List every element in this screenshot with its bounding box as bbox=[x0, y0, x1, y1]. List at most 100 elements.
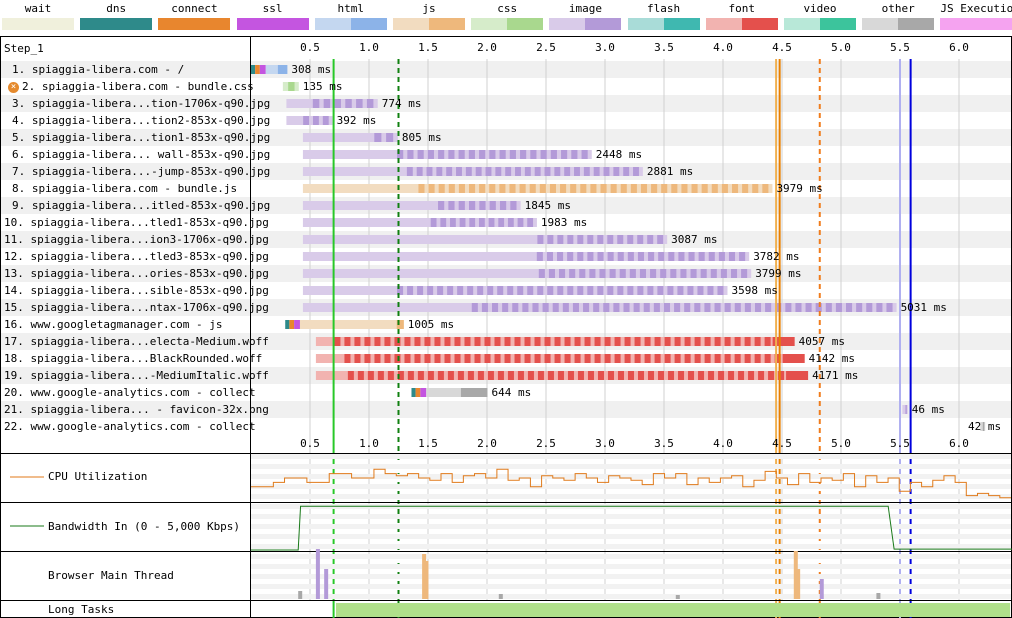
download-chunk bbox=[517, 218, 524, 227]
download-chunk bbox=[738, 371, 745, 380]
download-chunk bbox=[678, 252, 685, 261]
download-chunk bbox=[354, 354, 361, 363]
download-chunk bbox=[426, 167, 433, 176]
request-row-label[interactable]: 14. spiaggia-libera...sible-853x-q90.jpg bbox=[4, 282, 269, 299]
request-row-label[interactable]: 16. www.googletagmanager.com - js bbox=[4, 316, 223, 333]
request-label-text: 8. spiaggia-libera.com - bundle.js bbox=[12, 182, 238, 195]
download-chunk bbox=[364, 354, 371, 363]
request-row-label[interactable]: 11. spiaggia-libera...ion3-1706x-q90.jpg bbox=[4, 231, 269, 248]
request-row-label[interactable]: 15. spiaggia-libera...ntax-1706x-q90.jpg bbox=[4, 299, 269, 316]
legend-swatch bbox=[549, 18, 622, 30]
download-chunk bbox=[758, 371, 765, 380]
download-chunk bbox=[447, 286, 454, 295]
download-chunk bbox=[597, 286, 604, 295]
download-chunk bbox=[587, 286, 594, 295]
request-row-label[interactable]: 22. www.google-analytics.com - collect bbox=[4, 418, 256, 435]
download-chunk bbox=[627, 252, 634, 261]
request-row-label[interactable]: 6. spiaggia-libera... wall-853x-q90.jpg bbox=[12, 146, 270, 163]
legend-swatch bbox=[80, 18, 153, 30]
request-label-text: 11. spiaggia-libera...ion3-1706x-q90.jpg bbox=[4, 233, 269, 246]
download-chunk bbox=[530, 150, 537, 159]
request-row-label[interactable]: 17. spiaggia-libera...electa-Medium.woff bbox=[4, 333, 269, 350]
request-row-label[interactable]: 21. spiaggia-libera... - favicon-32x.png bbox=[4, 401, 269, 418]
download-chunk bbox=[499, 184, 506, 193]
request-bar bbox=[265, 65, 288, 74]
request-row-label[interactable]: 4. spiaggia-libera...tion2-853x-q90.jpg bbox=[12, 112, 270, 129]
request-row-label[interactable]: 3. spiaggia-libera...tion-1706x-q90.jpg bbox=[12, 95, 270, 112]
download-chunk bbox=[427, 150, 434, 159]
legend-item: html bbox=[314, 0, 387, 34]
download-chunk bbox=[684, 303, 691, 312]
download-chunk bbox=[424, 354, 431, 363]
download-chunk bbox=[458, 184, 465, 193]
request-row-label[interactable]: 8. spiaggia-libera.com - bundle.js bbox=[12, 180, 237, 197]
download-chunk bbox=[554, 337, 561, 346]
error-icon: × bbox=[8, 81, 19, 93]
request-row-label[interactable]: 13. spiaggia-libera...ories-853x-q90.jpg bbox=[4, 265, 269, 282]
legend: wait dns connect ssl html js css image flash font… bbox=[0, 0, 1012, 34]
download-chunk bbox=[577, 252, 584, 261]
request-row-label[interactable]: 5. spiaggia-libera...tion1-853x-q90.jpg bbox=[12, 129, 270, 146]
download-chunk bbox=[509, 184, 516, 193]
download-chunk bbox=[856, 303, 863, 312]
download-chunk bbox=[982, 422, 985, 431]
download-chunk bbox=[674, 337, 681, 346]
download-chunk bbox=[643, 303, 650, 312]
download-chunk bbox=[846, 303, 853, 312]
legend-label: css bbox=[497, 2, 518, 15]
request-row-label[interactable]: 10. spiaggia-libera...tled1-853x-q90.jpg bbox=[4, 214, 269, 231]
cpu-utilization-label: CPU Utilization bbox=[48, 470, 148, 483]
download-chunk bbox=[546, 252, 553, 261]
download-chunk bbox=[467, 371, 474, 380]
axis-tick: 4.0 bbox=[713, 41, 733, 54]
legend-label: dns bbox=[106, 2, 127, 15]
download-chunk bbox=[594, 354, 601, 363]
request-row-label[interactable]: 9. spiaggia-libera...itled-853x-q90.jpg bbox=[12, 197, 270, 214]
download-chunk bbox=[744, 303, 751, 312]
download-chunk bbox=[613, 167, 620, 176]
request-row-label[interactable]: 20. www.google-analytics.com - collect bbox=[4, 384, 256, 401]
request-row-label[interactable]: 12. spiaggia-libera...tled3-853x-q90.jpg bbox=[4, 248, 269, 265]
connection-segment bbox=[251, 65, 256, 74]
download-chunk bbox=[698, 252, 705, 261]
download-chunk bbox=[424, 337, 431, 346]
download-segment bbox=[782, 354, 805, 363]
download-chunk bbox=[710, 269, 717, 278]
graph-stripe bbox=[251, 474, 1011, 479]
download-chunk bbox=[489, 201, 496, 210]
legend-swatch bbox=[158, 18, 231, 30]
request-row-label[interactable]: 7. spiaggia-libera...-jump-853x-q90.jpg bbox=[12, 163, 270, 180]
graph-stripe bbox=[251, 574, 1011, 579]
download-chunk bbox=[537, 235, 544, 244]
download-chunk bbox=[492, 303, 499, 312]
request-row-label[interactable]: 19. spiaggia-libera...-MediumItalic.woff bbox=[4, 367, 269, 384]
download-chunk bbox=[564, 337, 571, 346]
download-chunk bbox=[417, 286, 424, 295]
request-row-label[interactable]: 18. spiaggia-libera...BlackRounded.woff bbox=[4, 350, 262, 367]
download-chunk bbox=[418, 184, 425, 193]
download-chunk bbox=[620, 184, 627, 193]
request-row-label[interactable]: 1. spiaggia-libera.com - / bbox=[12, 61, 184, 78]
download-chunk bbox=[427, 286, 434, 295]
graph-stripe bbox=[251, 454, 1011, 459]
download-chunk bbox=[731, 184, 739, 193]
legend-item: connect bbox=[158, 0, 231, 34]
download-chunk bbox=[680, 269, 687, 278]
download-chunk bbox=[561, 150, 568, 159]
download-chunk bbox=[647, 286, 654, 295]
download-chunk bbox=[724, 354, 731, 363]
download-chunk bbox=[454, 354, 461, 363]
download-chunk bbox=[762, 184, 769, 193]
request-row-label[interactable]: × 2. spiaggia-libera.com - bundle.css bbox=[8, 78, 254, 95]
download-chunk bbox=[581, 150, 588, 159]
download-chunk bbox=[489, 150, 496, 159]
download-chunk bbox=[479, 150, 486, 159]
download-chunk bbox=[323, 99, 331, 108]
axis-tick: 5.0 bbox=[831, 41, 851, 54]
axis-tick: 4.5 bbox=[772, 41, 792, 54]
download-chunk bbox=[866, 303, 873, 312]
download-chunk bbox=[667, 286, 674, 295]
download-chunk bbox=[366, 99, 374, 108]
download-chunk bbox=[697, 286, 704, 295]
download-chunk bbox=[495, 167, 502, 176]
